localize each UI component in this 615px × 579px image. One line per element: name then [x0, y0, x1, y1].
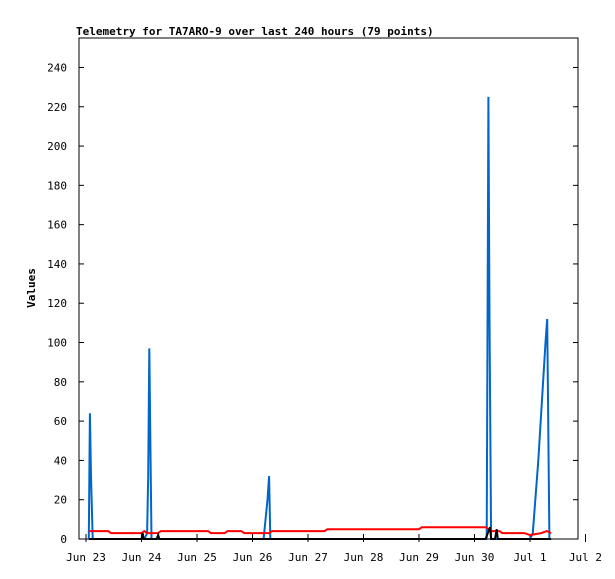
x-axis: Jun 23 Jun 24 Jun 25 Jun 26 Jun 27 Jun 28 Jun … — [66, 534, 602, 564]
y-tick-label: 140 — [47, 258, 67, 271]
x-tick-label: Jun 28 — [344, 551, 384, 564]
y-tick-label: 200 — [47, 140, 67, 153]
y-axis-label: Values — [25, 268, 38, 308]
x-tick-label: Jun 26 — [233, 551, 273, 564]
y-tick-label: 80 — [54, 376, 67, 389]
y-tick-label: 20 — [54, 494, 67, 507]
plot-frame — [78, 37, 579, 540]
series-line — [87, 96, 551, 540]
series-line — [88, 526, 552, 540]
y-tick-label: 180 — [47, 179, 67, 192]
x-tick-label: Jun 24 — [122, 551, 162, 564]
x-tick-label: Jul 2 — [569, 551, 602, 564]
y-tick-label: 40 — [54, 454, 67, 467]
x-tick-label: Jun 25 — [177, 551, 217, 564]
x-tick-label: Jun 30 — [455, 551, 495, 564]
y-tick-label: 100 — [47, 337, 67, 350]
chart-title: Telemetry for TA7ARO-9 over last 240 hou… — [76, 25, 434, 38]
y-tick-label: 60 — [54, 415, 67, 428]
y-tick-label: 120 — [47, 297, 67, 310]
series-group — [87, 96, 552, 540]
y-tick-label: 0 — [60, 533, 67, 546]
x-tick-label: Jun 23 — [66, 551, 106, 564]
x-tick-label: Jun 29 — [399, 551, 439, 564]
y-tick-label: 240 — [47, 61, 67, 74]
y-tick-label: 160 — [47, 219, 67, 232]
x-tick-label: Jun 27 — [288, 551, 328, 564]
x-tick-label: Jul 1 — [513, 551, 546, 564]
y-axis: 0 20 40 60 80 100 120 140 160 180 200 220 240 — [47, 61, 578, 546]
y-tick-label: 220 — [47, 101, 67, 114]
series-line — [88, 526, 552, 537]
